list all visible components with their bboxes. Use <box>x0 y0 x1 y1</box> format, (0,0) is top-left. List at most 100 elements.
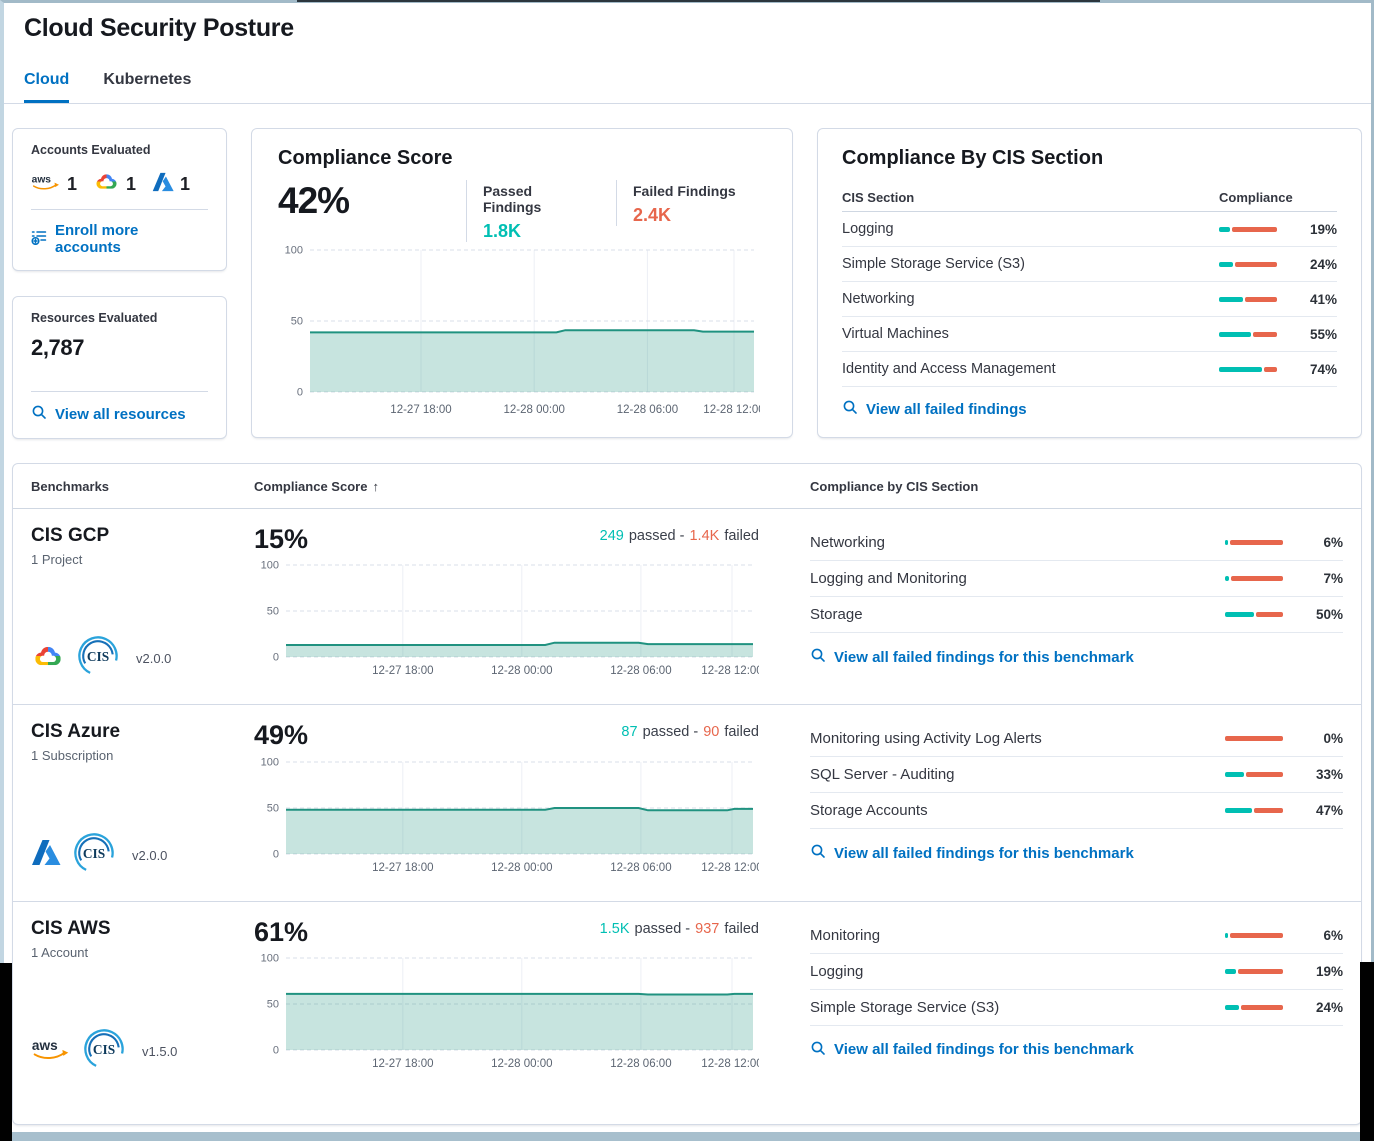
svg-text:0: 0 <box>273 848 279 860</box>
svg-text:12-28 00:00: 12-28 00:00 <box>491 1058 552 1070</box>
gcp-logo-icon <box>93 172 120 196</box>
cis-section-row: Networking 41% <box>842 282 1337 317</box>
compliance-bar <box>1225 736 1283 742</box>
arrow-up-icon: ↑ <box>372 478 379 494</box>
azure-account-count: 1 <box>152 172 190 197</box>
failed-findings-value: 2.4K <box>633 205 672 225</box>
benchmark-name: CIS GCP <box>31 525 110 546</box>
cis-section-row: SQL Server - Auditing 33% <box>810 757 1343 794</box>
col-benchmarks: Benchmarks <box>31 478 110 494</box>
svg-text:12-28 12:00: 12-28 12:00 <box>701 665 759 677</box>
benchmark-row-cis-azure: CIS Azure 1 Subscription CIS v2.0.0 49% <box>13 704 1361 900</box>
svg-text:12-28 06:00: 12-28 06:00 <box>610 1058 671 1070</box>
cis-benchmark-logo-icon: CIS <box>77 635 119 682</box>
overall-compliance-score: 42% <box>278 180 350 221</box>
resources-evaluated-title: Resources Evaluated <box>31 311 158 325</box>
svg-text:0: 0 <box>273 652 279 664</box>
compliance-bar <box>1219 366 1277 372</box>
window-bottom-edge <box>0 1132 1374 1141</box>
tabs-divider <box>0 103 1374 104</box>
svg-text:12-28 00:00: 12-28 00:00 <box>491 862 552 874</box>
tab-cloud[interactable]: Cloud <box>24 71 70 103</box>
cis-section-row: Storage 50% <box>810 597 1343 633</box>
cis-section-card-title: Compliance By CIS Section <box>842 147 1104 169</box>
svg-text:12-27 18:00: 12-27 18:00 <box>372 665 433 677</box>
benchmark-score: 49% <box>254 720 309 751</box>
passed-failed-summary: 249 passed - 1.4K failed <box>599 528 759 544</box>
compliance-bar <box>1219 226 1277 232</box>
compliance-by-cis-section-card: Compliance By CIS Section CIS Section Co… <box>817 128 1362 438</box>
benchmark-subtitle: 1 Project <box>31 552 83 567</box>
benchmark-trend-chart: 0 50 100 12-27 18:00 12-28 00:00 12-28 06:00 1… <box>254 953 810 1077</box>
compliance-bar <box>1225 612 1283 617</box>
window-top-edge <box>297 0 1100 2</box>
passed-failed-summary: 1.5K passed - 937 failed <box>599 920 759 937</box>
svg-text:0: 0 <box>297 387 303 399</box>
svg-text:100: 100 <box>261 561 279 572</box>
aws-logo-icon: aws <box>31 1037 71 1066</box>
benchmark-row-cis-gcp: CIS GCP 1 Project CIS v2.0.0 15% 249 <box>13 509 1361 704</box>
card-divider <box>31 209 208 210</box>
accounts-evaluated-title: Accounts Evaluated <box>31 143 151 157</box>
tab-kubernetes[interactable]: Kubernetes <box>103 71 192 88</box>
benchmark-subtitle: 1 Account <box>31 944 89 960</box>
svg-text:100: 100 <box>285 245 303 257</box>
magnifier-icon <box>810 1040 826 1060</box>
benchmarks-table-header: Benchmarks Compliance Score ↑ Compliance… <box>13 464 1361 509</box>
svg-text:0: 0 <box>273 1045 279 1057</box>
azure-logo-icon <box>31 839 61 871</box>
enroll-more-accounts-link[interactable]: Enroll more accounts <box>31 222 208 256</box>
svg-text:12-28 12:00: 12-28 12:00 <box>701 862 759 874</box>
view-failed-findings-benchmark-link[interactable]: View all failed findings for this benchm… <box>810 647 1134 667</box>
view-all-failed-findings-link[interactable]: View all failed findings <box>842 399 1027 419</box>
svg-text:aws: aws <box>32 174 52 185</box>
col-compliance-score-sort[interactable]: Compliance Score ↑ <box>254 478 379 494</box>
cis-section-row: Logging 19% <box>810 954 1343 990</box>
aws-logo-icon: aws <box>31 173 61 196</box>
list-add-icon <box>31 229 47 249</box>
compliance-bar <box>1225 968 1283 974</box>
resources-evaluated-card: Resources Evaluated 2,787 View all resou… <box>12 296 227 439</box>
azure-logo-icon <box>152 172 174 197</box>
compliance-bar <box>1225 540 1283 545</box>
svg-text:50: 50 <box>267 606 279 618</box>
svg-text:12-27 18:00: 12-27 18:00 <box>372 862 433 874</box>
cis-section-row: Networking 6% <box>810 525 1343 561</box>
magnifier-icon <box>810 843 826 863</box>
svg-text:12-28 00:00: 12-28 00:00 <box>491 665 552 677</box>
compliance-bar <box>1219 261 1277 267</box>
col-compliance-by-cis-section: Compliance by CIS Section <box>810 478 979 494</box>
cis-benchmark-logo-icon: CIS <box>83 1028 125 1075</box>
view-failed-findings-benchmark-link[interactable]: View all failed findings for this benchm… <box>810 1040 1134 1060</box>
svg-text:12-28 06:00: 12-28 06:00 <box>610 665 671 677</box>
view-all-resources-link[interactable]: View all resources <box>31 404 208 424</box>
accounts-evaluated-card: Accounts Evaluated aws 1 1 <box>12 128 227 271</box>
passed-failed-summary: 87 passed - 90 failed <box>621 724 759 741</box>
passed-findings-stat: Passed Findings 1.8K <box>466 180 588 242</box>
svg-text:12-28 00:00: 12-28 00:00 <box>504 404 565 416</box>
benchmark-name: CIS Azure <box>31 721 121 743</box>
cis-section-row: Identity and Access Management 74% <box>842 352 1337 387</box>
svg-text:12-27 18:00: 12-27 18:00 <box>390 404 451 416</box>
svg-text:50: 50 <box>291 316 303 328</box>
compliance-score-title: Compliance Score <box>278 147 453 169</box>
view-failed-findings-benchmark-link[interactable]: View all failed findings for this benchm… <box>810 843 1134 863</box>
magnifier-icon <box>842 399 858 419</box>
cis-section-row: Simple Storage Service (S3) 24% <box>842 247 1337 282</box>
gcp-account-count: 1 <box>93 172 136 196</box>
desktop-background-left <box>0 963 12 1141</box>
cis-section-row: Virtual Machines 55% <box>842 317 1337 352</box>
magnifier-icon <box>31 404 47 424</box>
dashboard-content: Accounts Evaluated aws 1 1 <box>0 104 1374 1125</box>
benchmark-name: CIS AWS <box>31 917 111 939</box>
benchmark-version: v1.5.0 <box>142 1044 178 1060</box>
resources-count: 2,787 <box>31 335 85 360</box>
passed-findings-value: 1.8K <box>483 221 522 241</box>
svg-text:CIS: CIS <box>83 845 105 860</box>
svg-text:50: 50 <box>267 802 279 814</box>
svg-text:12-28 06:00: 12-28 06:00 <box>610 862 671 874</box>
failed-findings-stat: Failed Findings 2.4K <box>616 180 738 226</box>
compliance-bar <box>1225 772 1283 778</box>
benchmark-score: 61% <box>254 916 309 947</box>
compliance-bar <box>1219 296 1277 302</box>
